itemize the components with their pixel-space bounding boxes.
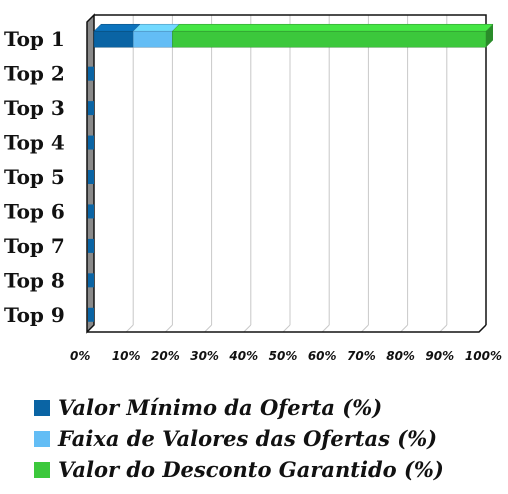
legend-item-minimum-offer: Valor Mínimo da Oferta (%) xyxy=(34,392,444,423)
bar-end xyxy=(486,24,493,48)
x-tick-label: 80% xyxy=(386,349,415,363)
x-tick-label: 0% xyxy=(70,349,90,363)
category-label: Top 6 xyxy=(4,199,65,223)
legend-label: Valor Mínimo da Oferta (%) xyxy=(58,395,383,420)
bar-segment-zero xyxy=(88,307,94,322)
floor-gridline xyxy=(282,324,291,333)
bar-top xyxy=(171,23,494,32)
category-label: Top 3 xyxy=(4,96,65,120)
x-tick-label: 30% xyxy=(190,349,219,363)
bar-top xyxy=(93,23,141,32)
x-tick-label: 90% xyxy=(425,349,454,363)
category-label: Top 2 xyxy=(4,62,65,86)
legend-label: Valor do Desconto Garantido (%) xyxy=(58,457,444,482)
legend-item-guaranteed-discount: Valor do Desconto Garantido (%) xyxy=(34,454,444,485)
legend-swatch xyxy=(34,399,50,416)
floor-gridline xyxy=(321,324,330,333)
category-label: Top 4 xyxy=(4,131,65,155)
stacked-bar-chart: Top 1 Top 2 Top 3 Top 4 Top 5 Top 6 Top 7 Top 8… xyxy=(4,13,502,363)
x-tick-label: 10% xyxy=(112,349,141,363)
legend-swatch xyxy=(34,461,50,478)
floor-gridline xyxy=(243,324,252,333)
floor-gridline xyxy=(125,324,134,333)
x-tick-label: 20% xyxy=(151,349,180,363)
tick-labels: 0% 10% 20% 30% 40% 50% 60% 70% 80% 90% 100% xyxy=(70,349,502,363)
category-label: Top 5 xyxy=(4,165,65,189)
floor-gridline xyxy=(439,324,448,333)
bar-segment-zero xyxy=(88,170,94,184)
category-label: Top 1 xyxy=(4,27,65,51)
category-label: Top 8 xyxy=(4,268,65,292)
bars xyxy=(88,23,494,322)
bar-segment xyxy=(93,30,134,48)
back-wall-edge xyxy=(94,14,487,325)
legend-label: Faixa de Valores das Ofertas (%) xyxy=(58,426,438,451)
floor-gridline xyxy=(204,324,212,333)
floor-gridline xyxy=(400,324,408,333)
x-tick-label: 60% xyxy=(308,349,337,363)
floor-gridline xyxy=(165,324,173,333)
category-label: Top 7 xyxy=(4,234,65,258)
category-labels: Top 1 Top 2 Top 3 Top 4 Top 5 Top 6 Top 7 Top 8… xyxy=(4,27,65,327)
x-tick-label: 100% xyxy=(465,349,502,363)
bar-segment-zero xyxy=(88,273,94,288)
bar-segment-zero xyxy=(88,135,94,150)
axes xyxy=(86,13,487,334)
category-label: Top 9 xyxy=(4,303,65,327)
bar-segment-zero xyxy=(88,66,94,81)
bar-segment-zero xyxy=(88,101,94,116)
grid xyxy=(125,15,487,333)
bar-segment-zero xyxy=(88,238,94,253)
legend-swatch xyxy=(34,430,50,447)
x-tick-label: 70% xyxy=(347,349,376,363)
x-tick-label: 40% xyxy=(228,349,258,363)
floor-gridline xyxy=(361,324,369,333)
bar-segment-zero xyxy=(88,204,94,219)
legend: Valor Mínimo da Oferta (%) Faixa de Valo… xyxy=(34,392,444,485)
legend-item-offer-range: Faixa de Valores das Ofertas (%) xyxy=(34,423,444,454)
x-tick-label: 50% xyxy=(269,349,298,363)
bar-top xyxy=(132,23,181,32)
floor-edge xyxy=(87,324,487,333)
bar-segment xyxy=(132,30,173,48)
bar-segment xyxy=(172,30,487,48)
